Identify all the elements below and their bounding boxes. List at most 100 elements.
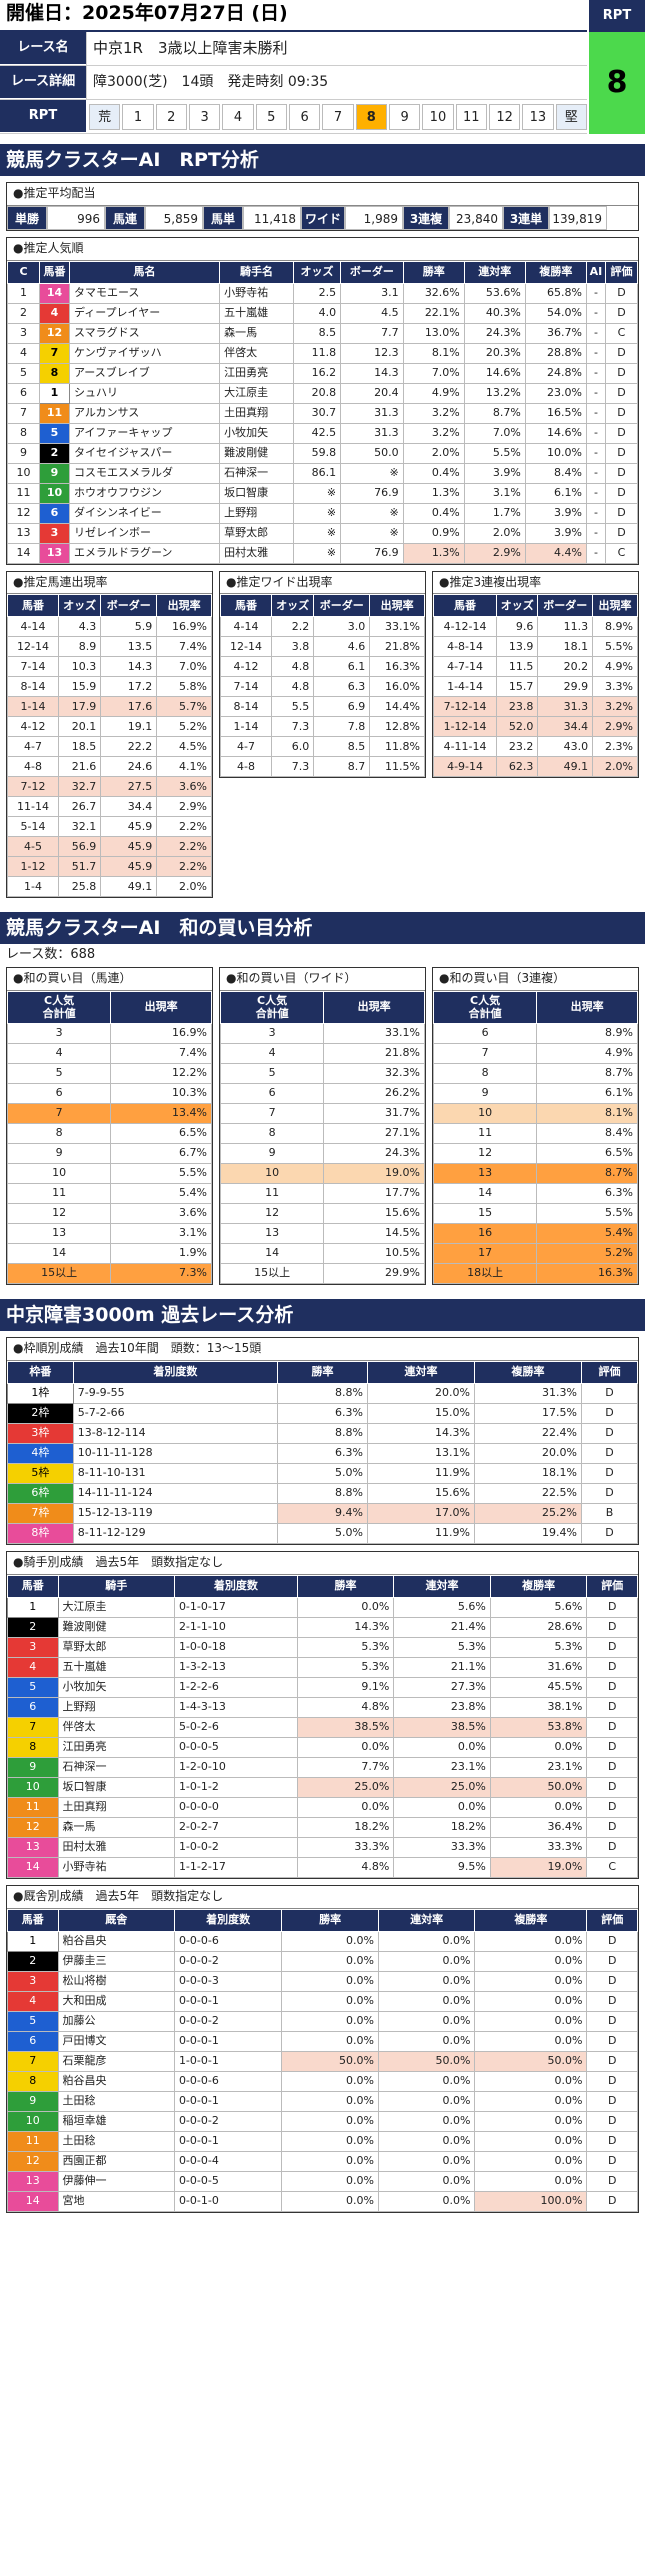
sum_3renpuku-cell: 8.7%	[536, 1063, 638, 1085]
trainer-cell: 加藤公	[57, 2010, 175, 2032]
avg-payout-value: 23,840	[449, 205, 503, 230]
popularity-cell: 36.7%	[524, 322, 587, 344]
umaren-col-header: ボーダー	[100, 594, 158, 618]
popularity-cell: D	[604, 362, 639, 384]
popularity-cell: 4.9%	[402, 382, 465, 404]
sum_3renpuku-row: 9 6.1%	[432, 1083, 638, 1105]
trainer-cell: 西園正都	[57, 2150, 175, 2172]
trainer-cell: 0-0-0-2	[173, 2010, 283, 2032]
popularity-cell: 40.3%	[463, 302, 526, 324]
sanrenpuku-col-header: ボーダー	[537, 594, 594, 618]
umaren-cell: 2.2%	[156, 856, 212, 878]
popularity-cell: 5	[38, 422, 70, 444]
jockey-header-row: 馬番 騎手 着別度数 勝率 連対率 複勝率 評価	[7, 1574, 638, 1598]
jockey-cell: 27.3%	[393, 1676, 491, 1698]
jockey-row: 6 上野翔 1-4-3-13 4.8% 23.8% 38.1% D	[7, 1696, 638, 1718]
sanrenpuku-row: 4-7-14 11.5 20.2 4.9%	[432, 656, 638, 678]
popularity-cell: 28.8%	[524, 342, 587, 364]
sanrenpuku-cell: 13.9	[496, 636, 539, 658]
umaren-cell: 8.9	[57, 636, 102, 658]
waku-col-header: 着別度数	[72, 1360, 279, 1384]
umaren-header-row: 馬番 オッズ ボーダー 出現率	[7, 594, 212, 618]
umaren-cell: 27.5	[100, 776, 158, 798]
trainer-cell: 0.0%	[377, 1930, 476, 1952]
sanrenpuku-cell: 4-11-14	[432, 736, 498, 758]
jockey-cell: 4.8%	[296, 1856, 395, 1878]
sum_wide-cell: 15以上	[219, 1263, 325, 1285]
race-header: 開催日：2025年07月27日 (日) レース名 中京1R 3歳以上障害未勝利 …	[0, 0, 645, 134]
trainer-cell: 0-0-0-1	[173, 2130, 283, 2152]
umaren-cell: 45.9	[100, 836, 158, 858]
sum_wide-cell: 10.5%	[323, 1243, 425, 1265]
popularity-cell: エメラルドラグーン	[68, 542, 221, 564]
jockey-col-header: 馬番	[7, 1574, 59, 1598]
popularity-cell: ケンヴァイザッハ	[68, 342, 221, 364]
jockey-row: 4 五十嵐雄 1-3-2-13 5.3% 21.1% 31.6% D	[7, 1656, 638, 1678]
sum_3renpuku-cell: 6.3%	[536, 1183, 638, 1205]
popularity-cell: リゼレインボー	[68, 522, 221, 544]
sum_3renpuku-cell: 5.2%	[536, 1243, 638, 1265]
jockey-cell: 5-0-2-6	[173, 1716, 298, 1738]
popularity-row: 3 12 スマラグドス 森一馬 8.5 7.7 13.0% 24.3% 36.7% - C	[7, 322, 639, 344]
popularity-cell: 2.0%	[463, 522, 526, 544]
sum_wide-cell: 14	[219, 1243, 325, 1265]
waku-cell: 9.4%	[277, 1502, 368, 1524]
umaren-cell: 7.4%	[156, 636, 212, 658]
popularity-cell: 1	[38, 382, 70, 404]
popularity-cell: 54.0%	[524, 302, 587, 324]
popularity-cell: ダイシンネイビー	[68, 502, 221, 524]
popularity-cell: -	[585, 282, 606, 304]
sum_umaren-row: 11 5.4%	[6, 1183, 212, 1205]
jockey-cell: 23.8%	[393, 1696, 491, 1718]
sum_wide-cell: 11	[219, 1183, 325, 1205]
popularity-cell: 8.4%	[524, 462, 587, 484]
wide-row: 4-14 2.2 3.0 33.1%	[220, 616, 425, 638]
umaren-cell: 13.5	[100, 636, 158, 658]
sanrenpuku-cell: 34.4	[537, 716, 594, 738]
waku-cell: 13.1%	[366, 1442, 475, 1464]
popularity-cell: 3.9%	[463, 462, 526, 484]
sum_3renpuku-cell: 8.9%	[536, 1023, 638, 1045]
trainer-cell: 0.0%	[474, 2010, 588, 2032]
page: 開催日：2025年07月27日 (日) レース名 中京1R 3歳以上障害未勝利 …	[0, 0, 645, 2213]
popularity-cell: 5	[7, 362, 40, 384]
jockey-col-header: 騎手	[57, 1574, 175, 1598]
popularity-cell: -	[585, 382, 606, 404]
jockey-row: 8 江田勇亮 0-0-0-5 0.0% 0.0% 0.0% D	[7, 1736, 638, 1758]
popularity-cell: C	[604, 322, 639, 344]
umaren-row: 1-12 51.7 45.9 2.2%	[7, 856, 212, 878]
rpt-scale-item: 4	[222, 103, 254, 130]
trainer-cell: 土田稔	[57, 2090, 175, 2112]
waku-cell: D	[580, 1422, 639, 1444]
trainer-cell: 0-0-0-3	[173, 1970, 283, 1992]
popularity-cell: -	[585, 342, 606, 364]
trainer-cell: 粕谷昌央	[57, 2070, 175, 2092]
popularity-cell: D	[604, 502, 639, 524]
umaren-cell: 7.0%	[156, 656, 212, 678]
avg-payout-value: 1,989	[345, 205, 403, 230]
waku-cell: 8枠	[7, 1522, 74, 1544]
sum_3renpuku-row: 7 4.9%	[432, 1043, 638, 1065]
sum_umaren-cell: 6.5%	[110, 1123, 212, 1145]
jockey-cell: 5.6%	[489, 1596, 588, 1618]
jockey-cell: D	[586, 1636, 638, 1658]
popularity-cell: ※	[292, 522, 342, 544]
umaren-cell: 19.1	[100, 716, 158, 738]
sum_wide-cell: 9	[219, 1143, 325, 1165]
rpt-scale-item: 3	[188, 103, 221, 130]
jockey-cell: D	[586, 1736, 638, 1758]
jockey-cell: 1-2-2-6	[173, 1676, 298, 1698]
sum_3renpuku-row: 15 5.5%	[432, 1203, 638, 1225]
jockey-cell: 38.1%	[489, 1696, 588, 1718]
avg-payout-label: 馬単	[203, 205, 243, 230]
trainer-cell: 9	[7, 2090, 59, 2112]
umaren-row: 12-14 8.9 13.5 7.4%	[7, 636, 212, 658]
umaren-cell: 17.9	[57, 696, 102, 718]
sanrenpuku-title: ●推定3連複出現率	[433, 571, 638, 595]
wide-cell: 8.5	[313, 736, 371, 758]
avg-payout-label: 馬連	[105, 205, 145, 230]
sum_3renpuku-row: 6 8.9%	[432, 1023, 638, 1045]
sum_wide-row: 14 10.5%	[219, 1243, 425, 1265]
umaren-cell: 5.9	[100, 616, 158, 638]
trainer-cell: 0.0%	[377, 2110, 476, 2132]
